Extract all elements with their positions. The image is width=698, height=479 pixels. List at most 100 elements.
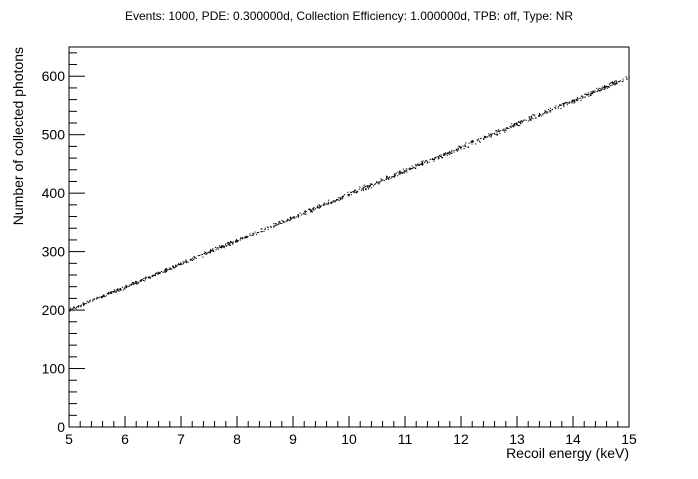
data-point	[582, 96, 584, 98]
data-point	[184, 261, 186, 263]
data-point	[193, 255, 195, 258]
data-point	[383, 180, 385, 182]
data-point	[297, 216, 299, 218]
data-point	[118, 289, 120, 291]
data-point	[110, 292, 112, 294]
data-point	[421, 161, 423, 164]
data-point	[313, 209, 315, 211]
x-tick-label: 15	[621, 431, 637, 447]
data-point	[513, 125, 515, 127]
data-point	[592, 90, 594, 92]
data-point	[496, 131, 498, 133]
data-point	[403, 171, 405, 173]
data-point	[232, 243, 234, 245]
data-point	[525, 119, 527, 121]
data-point	[562, 104, 564, 106]
data-point	[253, 233, 255, 235]
data-point	[71, 309, 73, 311]
data-point	[399, 173, 401, 175]
x-tick-label: 5	[65, 431, 73, 447]
data-point	[519, 121, 521, 123]
data-point	[153, 274, 155, 277]
data-point	[304, 213, 306, 215]
data-point	[458, 146, 460, 148]
data-point	[69, 310, 71, 312]
data-point	[314, 208, 316, 210]
data-point	[261, 231, 263, 233]
data-point	[215, 246, 217, 248]
data-point	[213, 251, 215, 253]
data-point	[279, 221, 281, 223]
data-point	[252, 232, 254, 234]
data-point	[435, 156, 437, 158]
data-point	[584, 96, 586, 98]
data-point	[330, 202, 332, 204]
data-point	[499, 130, 501, 132]
data-point	[441, 157, 443, 159]
data-point	[191, 259, 194, 261]
data-point	[440, 155, 442, 158]
data-point	[503, 128, 505, 130]
data-point	[323, 202, 325, 204]
data-point	[478, 140, 480, 142]
data-point	[626, 79, 628, 81]
data-point	[594, 91, 596, 93]
data-point	[144, 276, 146, 278]
data-point	[465, 145, 467, 148]
data-point	[145, 277, 147, 279]
data-point	[449, 151, 451, 153]
data-point	[334, 200, 336, 202]
data-point	[510, 127, 512, 129]
data-point	[386, 176, 388, 178]
data-point	[267, 226, 269, 228]
data-point	[367, 188, 370, 190]
data-point	[113, 291, 115, 293]
data-point	[208, 251, 210, 253]
data-point	[151, 276, 153, 278]
data-point	[366, 185, 368, 187]
data-point	[429, 158, 431, 161]
data-point	[216, 247, 218, 249]
data-point	[251, 234, 253, 236]
data-point	[252, 234, 254, 237]
data-point	[560, 108, 562, 110]
data-point	[353, 190, 355, 192]
data-point	[333, 201, 335, 203]
data-point	[77, 305, 79, 307]
data-point	[172, 266, 174, 269]
data-point	[319, 205, 321, 207]
data-point	[273, 223, 275, 225]
data-point	[374, 183, 376, 185]
data-point	[201, 253, 204, 255]
data-point	[283, 221, 285, 224]
data-point	[77, 306, 79, 308]
data-point	[172, 265, 175, 267]
data-point	[301, 214, 303, 216]
y-axis-label: Number of collected photons	[10, 47, 26, 225]
data-point	[261, 228, 263, 230]
data-point	[603, 88, 605, 90]
data-point	[562, 102, 564, 105]
data-point	[488, 135, 490, 137]
data-point	[611, 82, 613, 84]
data-point	[232, 241, 234, 244]
data-point	[125, 284, 127, 286]
data-point	[163, 271, 165, 273]
data-point	[160, 270, 162, 273]
data-point	[169, 267, 171, 269]
data-point	[492, 133, 494, 135]
data-point	[135, 282, 137, 284]
data-point	[365, 189, 367, 191]
data-point	[593, 90, 595, 92]
data-point	[275, 224, 277, 227]
data-point	[311, 209, 313, 211]
data-point	[114, 290, 116, 292]
data-point	[490, 136, 492, 138]
data-point	[128, 285, 131, 287]
data-point	[438, 156, 440, 158]
data-point	[135, 282, 137, 285]
data-point	[426, 160, 428, 162]
data-point	[497, 130, 499, 132]
data-point	[228, 244, 230, 246]
data-point	[457, 149, 459, 151]
